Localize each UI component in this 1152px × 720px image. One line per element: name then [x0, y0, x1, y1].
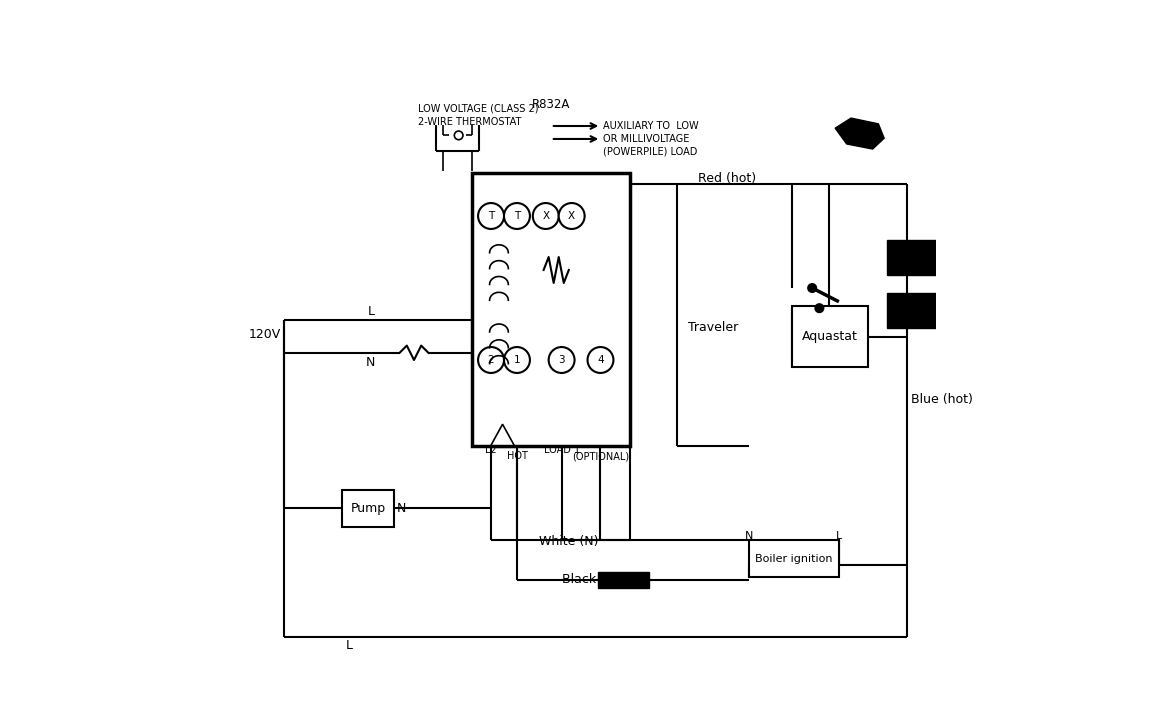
Text: RA832A: RA832A: [586, 186, 624, 196]
Circle shape: [532, 203, 559, 229]
Text: N: N: [397, 502, 407, 515]
Circle shape: [478, 347, 505, 373]
Circle shape: [588, 347, 613, 373]
Text: 4: 4: [597, 355, 604, 365]
Text: AUXILIARY TO  LOW: AUXILIARY TO LOW: [604, 121, 699, 131]
Text: LOAD 2
(OPTIONAL): LOAD 2 (OPTIONAL): [571, 438, 629, 462]
Text: Boiler ignition: Boiler ignition: [755, 554, 833, 564]
Text: White (N): White (N): [539, 535, 599, 548]
Circle shape: [505, 347, 530, 373]
Circle shape: [505, 203, 530, 229]
Bar: [887, 240, 941, 275]
Text: Blue (hot): Blue (hot): [911, 393, 972, 406]
Text: 3: 3: [559, 355, 564, 365]
Text: L2: L2: [485, 445, 497, 455]
Circle shape: [559, 203, 585, 229]
Text: N: N: [744, 531, 753, 541]
Text: (POWERPILE) LOAD: (POWERPILE) LOAD: [604, 147, 698, 157]
Text: T: T: [514, 211, 520, 221]
Text: L1
HOT: L1 HOT: [507, 438, 528, 462]
Circle shape: [814, 303, 825, 313]
Circle shape: [808, 283, 817, 293]
Polygon shape: [835, 118, 885, 149]
Bar: [471, 173, 630, 446]
Bar: [793, 306, 867, 367]
Circle shape: [478, 203, 505, 229]
Text: L: L: [835, 531, 842, 541]
Text: LOW VOLTAGE (CLASS 2)
2-WIRE THERMOSTAT: LOW VOLTAGE (CLASS 2) 2-WIRE THERMOSTAT: [418, 104, 538, 127]
Text: 2: 2: [487, 355, 494, 365]
Bar: [598, 572, 649, 588]
Text: OR MILLIVOLTAGE: OR MILLIVOLTAGE: [604, 134, 690, 144]
Text: Pump: Pump: [350, 502, 386, 515]
Text: Aquastat: Aquastat: [802, 330, 858, 343]
Text: N: N: [366, 356, 376, 369]
Text: R832A: R832A: [531, 98, 570, 111]
Text: L: L: [346, 639, 353, 652]
Text: X: X: [568, 211, 575, 221]
Text: X: X: [543, 211, 550, 221]
Text: LOAD 1: LOAD 1: [544, 445, 579, 455]
Text: T: T: [488, 211, 494, 221]
Text: L: L: [367, 305, 374, 318]
Text: !: !: [501, 436, 505, 445]
Text: Red (hot): Red (hot): [698, 172, 756, 185]
Text: Traveler: Traveler: [688, 321, 738, 334]
Bar: [749, 540, 839, 577]
Bar: [342, 490, 394, 527]
Text: 120V: 120V: [249, 328, 281, 341]
Text: Black (L: Black (L: [562, 573, 612, 586]
Bar: [887, 293, 941, 328]
Circle shape: [548, 347, 575, 373]
Text: 1: 1: [514, 355, 521, 365]
